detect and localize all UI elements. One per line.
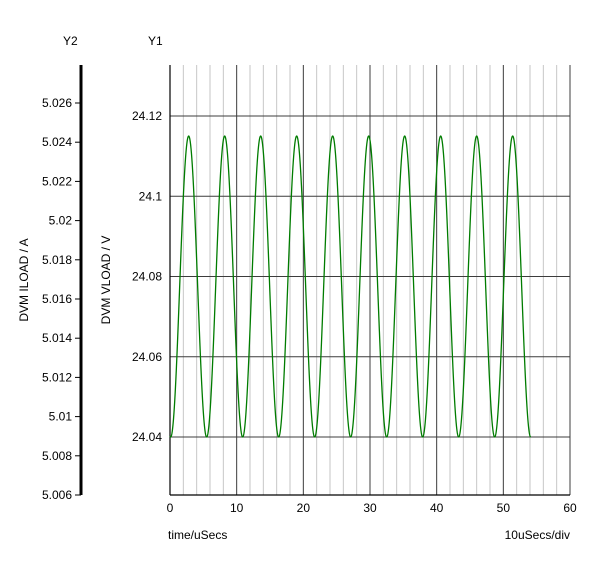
- x-tick-label: 0: [167, 501, 174, 515]
- plot-area[interactable]: [170, 65, 570, 495]
- y2-tick-label: 5.008: [42, 449, 72, 463]
- x-tick-label: 60: [563, 501, 577, 515]
- x-axis-label: time/uSecs: [168, 528, 228, 542]
- y1-tick-label: 24.06: [132, 350, 162, 364]
- y2-tick-label: 5.006: [42, 488, 72, 502]
- y1-axis-title: Y1: [148, 34, 163, 48]
- y1-tick-label: 24.1: [139, 189, 163, 203]
- y2-tick-label: 5.026: [42, 96, 72, 110]
- x-tick-label: 10: [230, 501, 244, 515]
- y2-axis-title: Y2: [63, 34, 78, 48]
- y1-tick-label: 24.04: [132, 430, 162, 444]
- y2-tick-label: 5.016: [42, 292, 72, 306]
- y2-tick-label: 5.024: [42, 135, 72, 149]
- y2-tick-label: 5.014: [42, 331, 72, 345]
- y1-tick-label: 24.08: [132, 270, 162, 284]
- y2-tick-label: 5.022: [42, 174, 72, 188]
- x-div-label: 10uSecs/div: [504, 528, 570, 542]
- trace-dvm-vload: [169, 135, 531, 438]
- x-tick-label: 50: [497, 501, 511, 515]
- x-tick-label: 30: [363, 501, 377, 515]
- y2-tick-label: 5.018: [42, 253, 72, 267]
- x-tick-label: 40: [430, 501, 444, 515]
- y2-tick-label: 5.02: [49, 214, 73, 228]
- y1-tick-label: 24.12: [132, 109, 162, 123]
- x-tick-label: 20: [297, 501, 311, 515]
- y2-tick-label: 5.01: [49, 410, 73, 424]
- y2-tick-label: 5.012: [42, 370, 72, 384]
